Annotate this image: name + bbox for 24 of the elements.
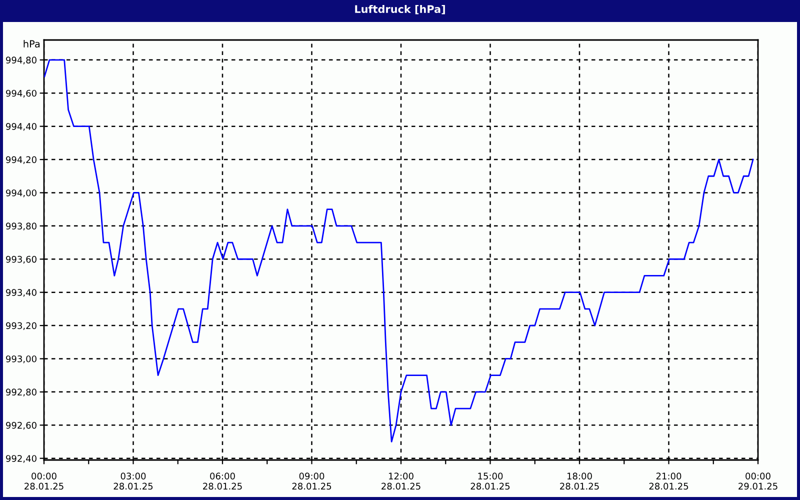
y-tick-label: 992,40	[6, 455, 36, 463]
x-tick-label: 18:00 28.01.25	[560, 472, 599, 490]
y-tick-label: 993,40	[6, 289, 36, 297]
x-tick-label: 12:00 28.01.25	[382, 472, 420, 490]
x-tick-label: 00:00 28.01.25	[24, 472, 64, 490]
y-tick-label: 992,80	[6, 388, 36, 396]
x-tick-label: 06:00 28.01.25	[203, 472, 242, 490]
y-tick-label: 993,60	[6, 256, 36, 264]
x-tick-label: 15:00 28.01.25	[470, 472, 510, 490]
y-tick-label: 994,20	[6, 156, 36, 164]
y-tick-label: 994,00	[6, 189, 36, 198]
y-tick-label: 993,20	[6, 322, 36, 330]
x-tick-label: 03:00 28.01.25	[114, 472, 153, 490]
x-tick-label: 09:00 28.01.25	[292, 472, 332, 490]
x-tick-label: 00:00 29.01.25	[738, 472, 778, 490]
chart-title: Luftdruck [hPa]	[355, 4, 445, 14]
y-tick-label: 994,80	[6, 56, 36, 64]
y-tick-label: 993,00	[6, 355, 36, 364]
x-tick-label: 21:00 28.01.25	[649, 472, 688, 490]
y-tick-label: 994,40	[6, 123, 36, 131]
y-tick-label: 992,60	[6, 422, 36, 430]
y-tick-label: 994,60	[6, 90, 36, 98]
y-tick-label: 993,80	[6, 222, 36, 230]
y-axis-title: hPa	[24, 40, 40, 48]
